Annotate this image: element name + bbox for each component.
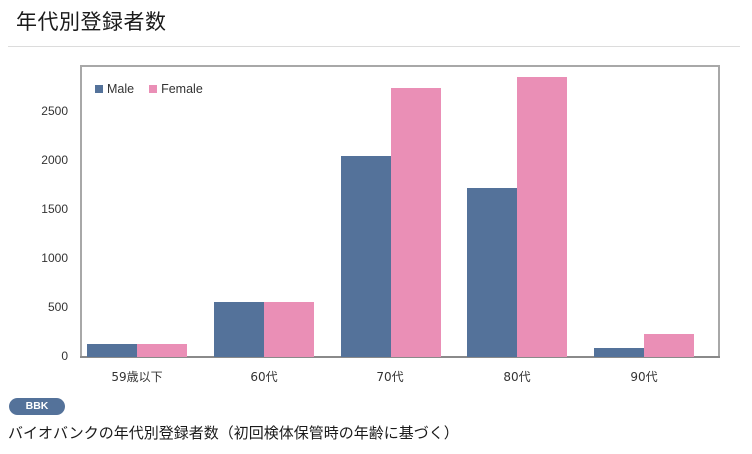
male-swatch-icon [95,85,103,93]
bar-female-1 [264,302,314,357]
x-label-90s: 90代 [630,370,658,384]
legend-item-female: Female [149,82,203,96]
bar-female-0 [137,344,187,357]
chart-frame [80,65,720,357]
x-label-under59: 59歳以下 [111,370,163,384]
bar-male-0 [87,344,137,357]
female-swatch-icon [149,85,158,93]
source-badge: BBK [9,398,65,415]
legend-item-male: Male [95,82,134,96]
legend-label-female: Female [161,82,203,96]
chart-caption: バイオバンクの年代別登録者数（初回検体保管時の年齢に基づく） [8,424,459,442]
bar-female-4 [644,334,694,357]
chart-legend: Male Female [95,82,218,96]
y-tick-2000: 2000 [41,153,68,167]
x-label-70s: 70代 [376,370,404,384]
y-tick-2500: 2500 [41,104,68,118]
y-tick-500: 500 [47,300,68,314]
y-tick-1000: 1000 [41,251,68,265]
y-tick-1500: 1500 [41,202,68,216]
x-axis [80,356,720,358]
y-tick-0: 0 [61,349,68,363]
bar-male-2 [341,156,391,357]
bar-male-3 [467,188,517,357]
x-label-60s: 60代 [250,370,278,384]
bar-male-4 [594,348,644,357]
title-divider [8,46,740,47]
x-label-80s: 80代 [503,370,531,384]
bar-female-2 [391,88,441,357]
bar-male-1 [214,302,264,357]
bar-female-3 [517,77,567,357]
legend-label-male: Male [107,82,135,96]
page-title: 年代別登録者数 [16,10,167,34]
